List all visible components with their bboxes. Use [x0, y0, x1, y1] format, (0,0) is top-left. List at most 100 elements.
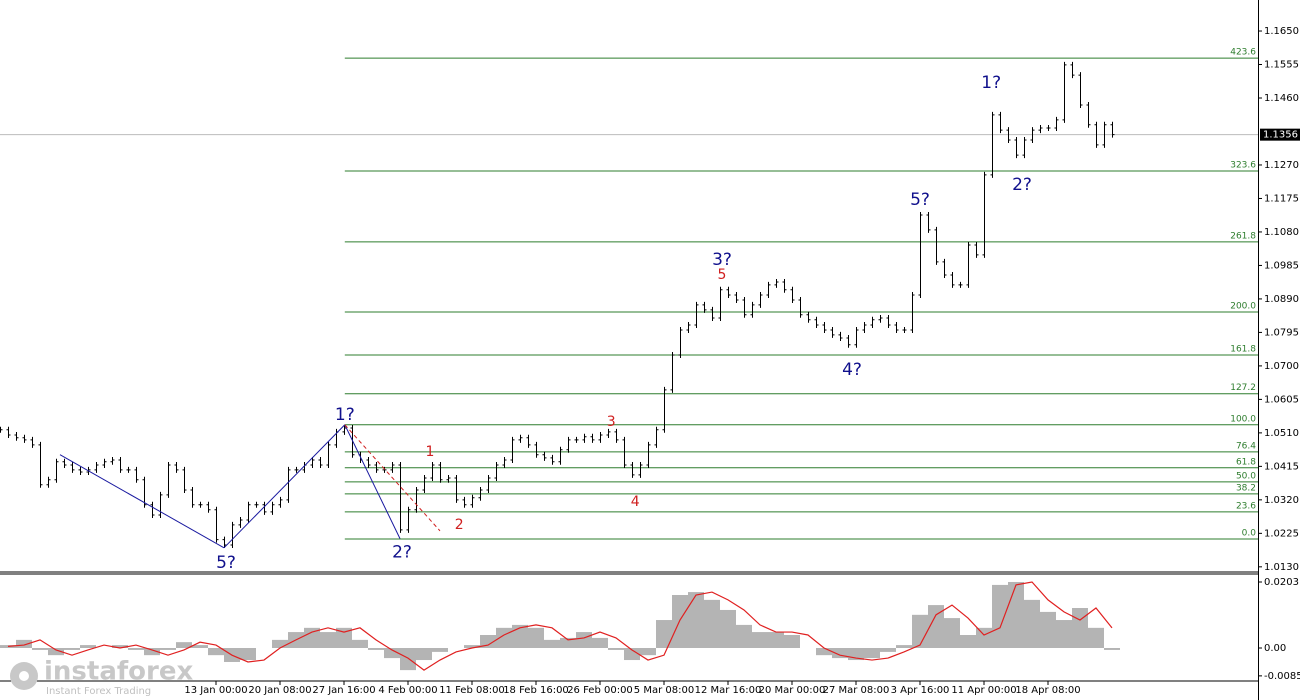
price-bar [558, 446, 563, 465]
price-bar [822, 322, 827, 333]
fib-label: 261.8 [1230, 231, 1256, 241]
price-bar [182, 466, 187, 493]
y-tick-label: 1.0415 [1264, 461, 1299, 472]
y-tick-label: 1.0890 [1264, 294, 1299, 305]
osc-bar [384, 648, 400, 659]
x-tick-label: 11 Apr 00:00 [951, 685, 1016, 696]
price-bar [734, 292, 739, 303]
price-bar [166, 461, 171, 498]
price-bar [1038, 124, 1043, 134]
wave-line [344, 424, 401, 539]
price-bar [678, 326, 683, 358]
price-bar [270, 501, 275, 515]
wave-label: 5? [910, 190, 930, 210]
price-bar [782, 279, 787, 293]
price-bar [494, 461, 499, 481]
osc-bar [480, 634, 496, 649]
x-tick-label: 27 Mar 08:00 [823, 685, 890, 696]
y-tick-label: 1.0605 [1264, 394, 1299, 405]
osc-bar [1056, 620, 1072, 649]
tagline: Instant Forex Trading [46, 686, 151, 697]
price-bar [838, 331, 843, 342]
fib-label: 76.4 [1236, 441, 1256, 451]
osc-bar [640, 648, 656, 656]
osc-bar [736, 624, 752, 649]
price-bar [326, 441, 331, 468]
price-bar [974, 241, 979, 258]
y-tick-label: 1.0130 [1264, 562, 1299, 573]
price-bar [958, 281, 963, 288]
price-bar [398, 461, 403, 533]
osc-bar [336, 627, 352, 649]
wave-label: 1 [426, 444, 435, 460]
y-tick-label: -0.00857 [1264, 671, 1300, 682]
y-tick-label: 0.00 [1264, 643, 1286, 654]
wave-label: 4? [842, 360, 862, 380]
fib-label: 23.6 [1236, 501, 1256, 511]
price-bar [846, 335, 851, 348]
osc-bar [912, 614, 928, 649]
osc-bar [368, 648, 384, 650]
price-bar [262, 501, 267, 515]
price-bar [1046, 124, 1051, 131]
price-bar [470, 494, 475, 508]
y-tick-label: 1.0225 [1264, 528, 1299, 539]
osc-bar [896, 645, 912, 649]
osc-line [7, 581, 1113, 671]
osc-bar [544, 639, 560, 649]
price-bar [438, 461, 443, 483]
price-bar [6, 426, 11, 438]
osc-bar [80, 645, 96, 649]
price-bar [1030, 127, 1035, 143]
y-tick-label: 1.0510 [1264, 428, 1299, 439]
price-bar [878, 314, 883, 323]
price-bar [646, 441, 651, 468]
price-bar [174, 461, 179, 473]
osc-bar [816, 648, 832, 656]
price-bar [366, 457, 371, 468]
wave-label: 1? [981, 73, 1001, 93]
price-bar [1078, 72, 1083, 109]
price-bar [70, 461, 75, 473]
osc-bar [464, 645, 480, 649]
price-bar [158, 491, 163, 519]
price-bar [894, 322, 899, 333]
osc-bar [272, 639, 288, 649]
osc-bar [144, 648, 160, 656]
osc-bar [528, 627, 544, 649]
price-bar [966, 241, 971, 288]
osc-bar [592, 637, 608, 649]
price-bar [750, 301, 755, 318]
price-bar [534, 441, 539, 458]
osc-bar [160, 648, 176, 650]
price-bar [686, 322, 691, 333]
price-bar [854, 326, 859, 348]
y-tick-label: 1.0700 [1264, 361, 1299, 372]
watermark: instaforex Instant Forex Trading [10, 657, 194, 697]
price-bar [630, 461, 635, 478]
fib-label: 423.6 [1230, 48, 1256, 58]
price-bar [214, 506, 219, 543]
price-bar [278, 496, 283, 508]
price-bar [870, 316, 875, 329]
fib-label: 0.0 [1242, 528, 1257, 538]
price-bar [1006, 127, 1011, 143]
osc-bar [704, 599, 720, 649]
osc-bar [400, 648, 416, 671]
wave-label: 5? [216, 553, 236, 573]
price-bar [478, 486, 483, 501]
osc-bar [416, 648, 432, 661]
osc-bar [576, 632, 592, 649]
price-bar [998, 111, 1003, 134]
y-tick-label: 1.1175 [1264, 193, 1299, 204]
x-tick-label: 13 Jan 00:00 [184, 685, 247, 696]
osc-bar [112, 645, 128, 649]
wave-label: 1? [335, 405, 355, 425]
wave-label: 5 [718, 267, 727, 283]
price-bar [582, 433, 587, 443]
fib-label: 200.0 [1230, 301, 1256, 311]
price-bar [1054, 116, 1059, 131]
osc-bar [752, 632, 768, 649]
price-bar [430, 461, 435, 481]
logo [19, 671, 29, 681]
